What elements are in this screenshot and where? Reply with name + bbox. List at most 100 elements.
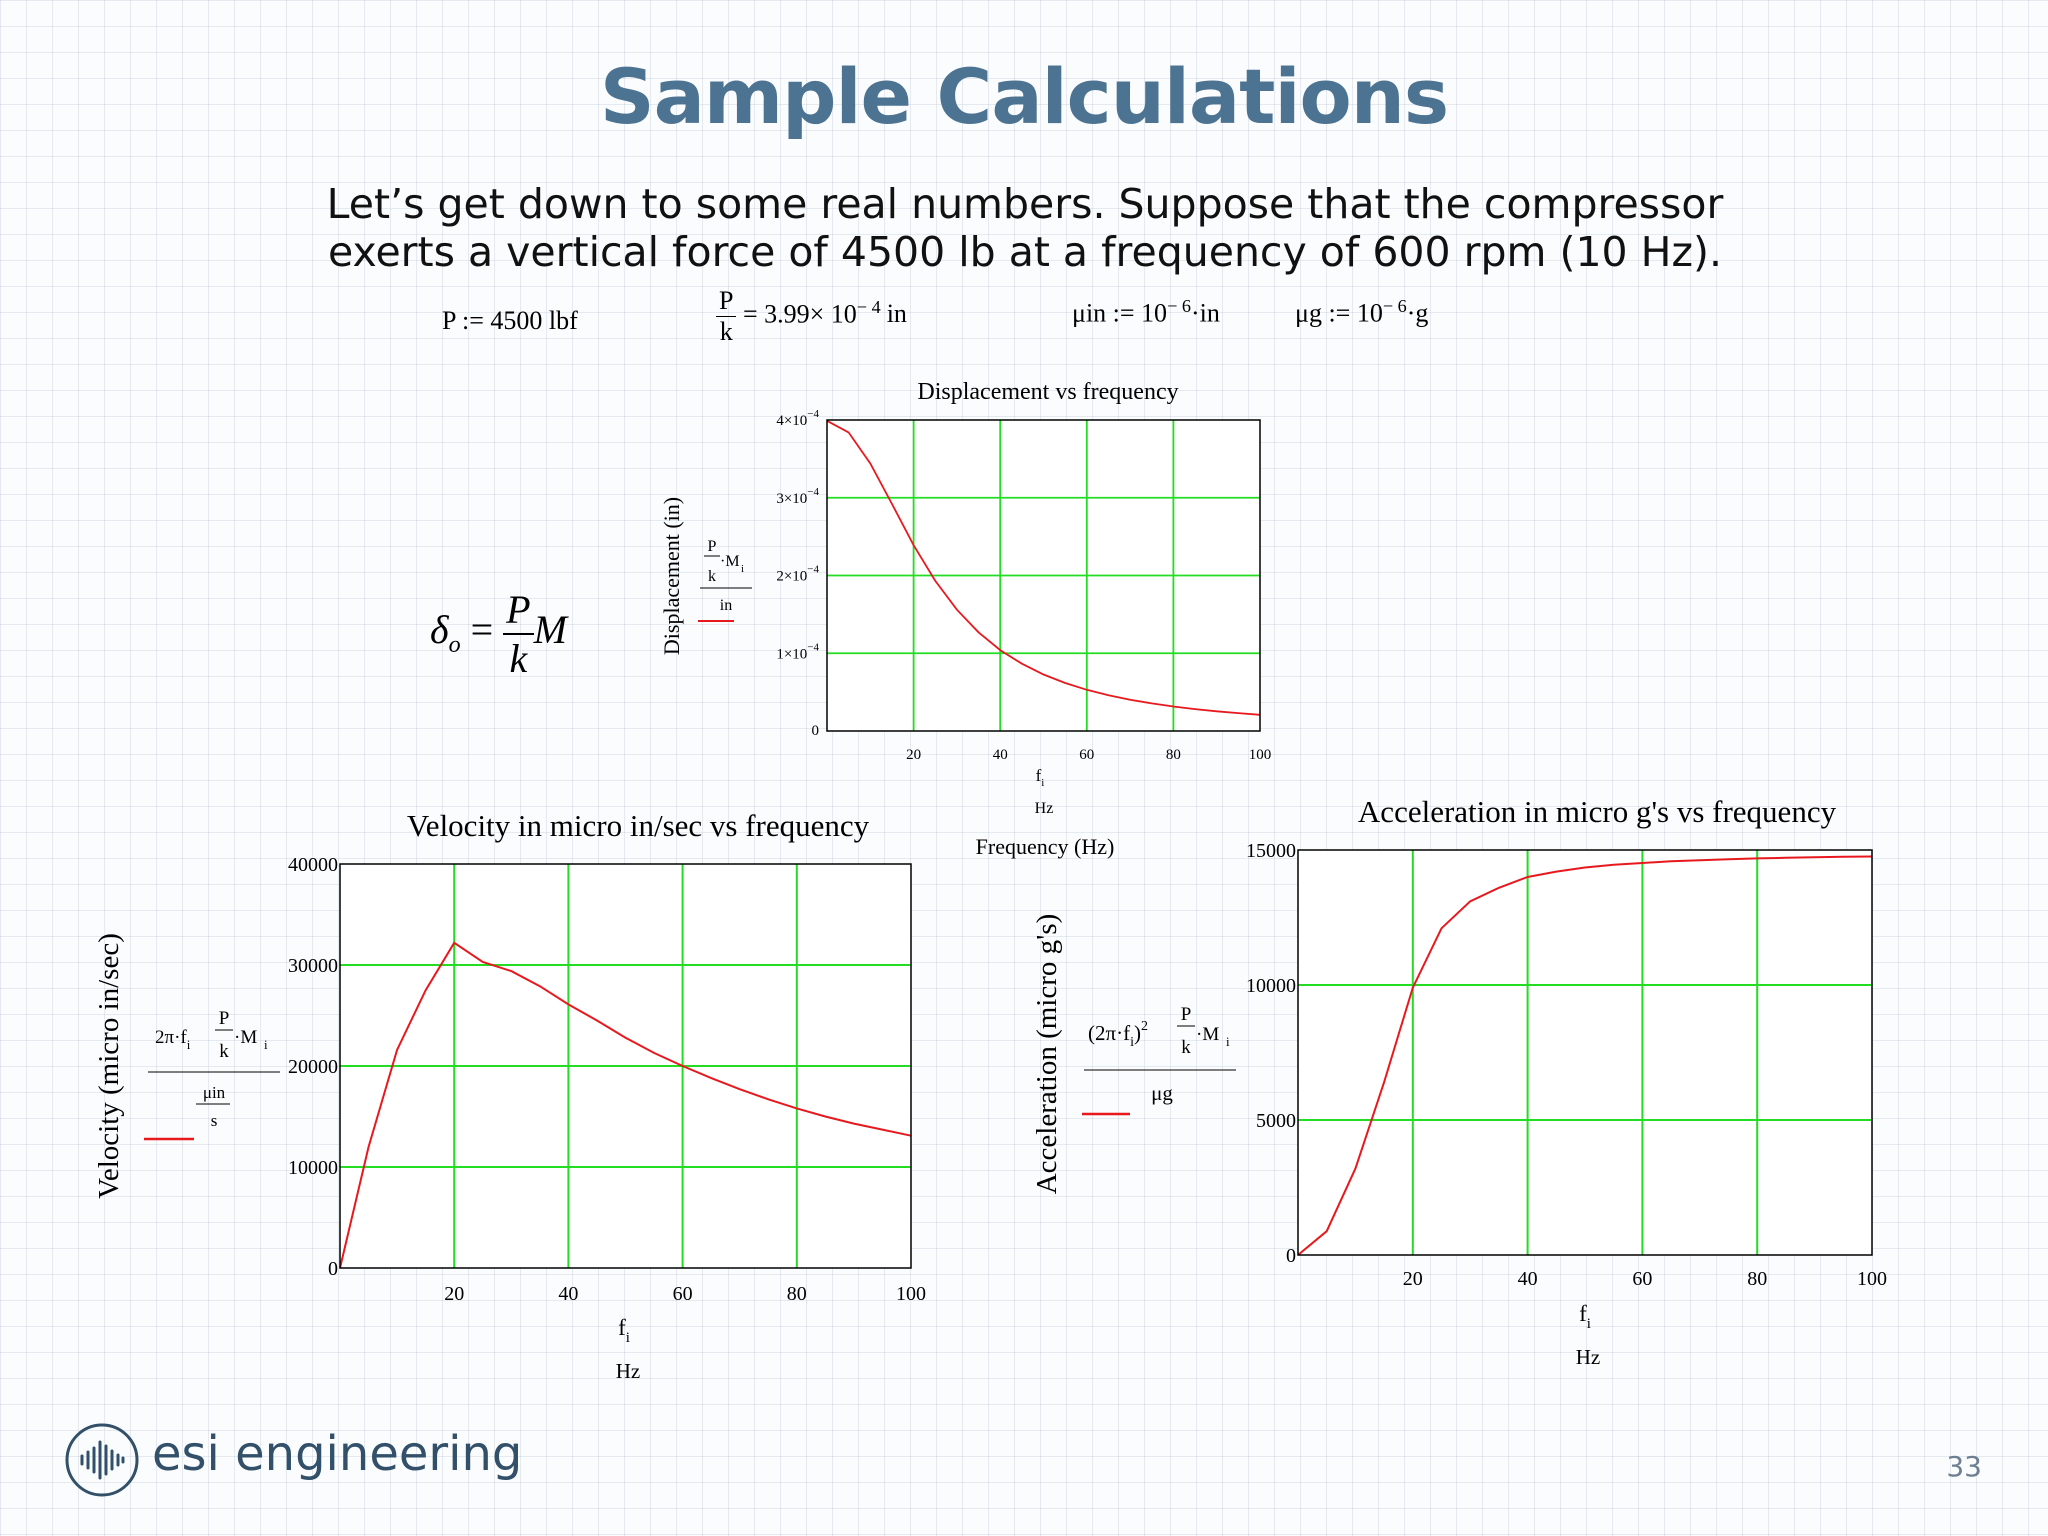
x-tick-label: 80 — [1747, 1268, 1767, 1290]
y-tick-label: 0 — [328, 1258, 338, 1280]
x-tick-labels: 20 40 60 80 100 — [1403, 1268, 1887, 1290]
series-line — [826, 420, 1261, 716]
x-tick-label: 100 — [1857, 1268, 1887, 1290]
x-tick-label: 20 — [1403, 1268, 1423, 1290]
legend-num-bottom: k — [219, 1041, 229, 1062]
slide-title: Sample Calculations — [599, 52, 1449, 141]
x-tick-label: 60 — [673, 1283, 693, 1305]
delta-fraction: P k — [503, 586, 534, 682]
logo-text: esi engineering — [152, 1426, 523, 1482]
y-tick-labels: 1×10−4 2×10−4 3×10−4 4×10−4 0 — [776, 408, 819, 739]
x-axis-unit: Hz — [1576, 1345, 1601, 1369]
series-line — [1297, 855, 1873, 1256]
ug-def: μg := 10 — [1295, 298, 1383, 328]
delta-numerator: P — [503, 586, 534, 635]
y-axis-label: Displacement (in) — [659, 497, 684, 655]
micro-inch-definition: μin := 10− 6·in — [1072, 296, 1220, 329]
x-tick-label: 40 — [1518, 1268, 1538, 1290]
chart-title: Displacement vs frequency — [917, 379, 1178, 405]
legend-den: μg — [1151, 1081, 1173, 1105]
pk-numerator: P — [716, 286, 737, 317]
y-tick-label: 1×10−4 — [776, 641, 819, 662]
x-tick-labels: 20 40 60 80 100 — [906, 747, 1271, 763]
page-number: 33 — [1946, 1450, 1982, 1483]
y-tick-label: 3×10−4 — [776, 486, 819, 507]
chart-title: Velocity in micro in/sec vs frequency — [407, 808, 870, 843]
x-axis-label: Frequency (Hz) — [976, 834, 1115, 859]
intro-line-2: exerts a vertical force of 4500 lb at a … — [327, 228, 1723, 276]
x-tick-label: 80 — [1166, 747, 1181, 763]
y-tick-label: 20000 — [288, 1056, 338, 1078]
pk-value: = 3.99× 10 — [742, 299, 857, 329]
uin-def: μin := 10 — [1072, 298, 1168, 328]
p-over-k-fraction: P k — [716, 286, 737, 347]
x-tick-label: 20 — [906, 747, 921, 763]
legend-num-sub: i — [1226, 1034, 1230, 1049]
delta-denominator: k — [509, 636, 528, 681]
delta-subscript: o — [448, 632, 461, 659]
legend-den: in — [720, 597, 732, 614]
delta-equation: δo = P k M — [430, 586, 567, 682]
legend-den-bottom: s — [211, 1111, 218, 1130]
legend-num-sub: i — [264, 1037, 268, 1052]
legend-num-top: P — [708, 538, 717, 555]
intro-line-1: Let’s get down to some real numbers. Sup… — [326, 180, 1724, 228]
pk-denominator: k — [719, 317, 733, 346]
grid-lines — [827, 420, 1260, 731]
y-tick-labels: 0 5000 10000 15000 — [1246, 840, 1296, 1267]
legend-num-top: P — [219, 1008, 230, 1029]
legend-num-m: ·M — [1196, 1024, 1219, 1045]
x-axis-expr: fi — [618, 1315, 630, 1346]
legend-num-m: ·M — [234, 1027, 257, 1048]
y-tick-label: 10000 — [288, 1157, 338, 1179]
y-tick-label: 10000 — [1246, 975, 1296, 997]
legend-den-top: μin — [203, 1083, 226, 1102]
ug-unit: ·g — [1406, 298, 1429, 328]
uin-exp: − 6 — [1167, 296, 1191, 316]
y-tick-label: 30000 — [288, 955, 338, 977]
y-tick-label: 15000 — [1246, 840, 1296, 862]
y-tick-labels: 0 10000 20000 30000 40000 — [288, 854, 338, 1280]
legend-num-top: P — [1181, 1004, 1192, 1025]
grid-lines — [340, 864, 911, 1268]
legend: (2π·fi)2 P k ·M i μg — [1082, 1004, 1236, 1116]
x-tick-label: 40 — [558, 1283, 578, 1305]
y-tick-label: 40000 — [288, 854, 338, 876]
legend-pre: 2π·fi — [155, 1027, 191, 1052]
x-tick-labels: 20 40 60 80 100 — [444, 1283, 926, 1305]
chart-title: Acceleration in micro g's vs frequency — [1358, 794, 1837, 829]
legend: P k ·M i in — [698, 538, 752, 622]
y-tick-label: 4×10−4 — [776, 408, 819, 429]
uin-unit: ·in — [1190, 298, 1220, 328]
x-axis-unit: Hz — [616, 1359, 641, 1383]
y-tick-label: 5000 — [1256, 1110, 1296, 1132]
x-tick-label: 60 — [1079, 747, 1094, 763]
ug-exp: − 6 — [1382, 296, 1407, 316]
delta-equals: = — [470, 607, 494, 653]
pk-unit: in — [886, 299, 907, 329]
intro-text: Let’s get down to some real numbers. Sup… — [300, 180, 1750, 276]
x-axis-expr: fi — [1579, 1301, 1591, 1332]
x-tick-label: 100 — [1249, 747, 1272, 763]
micro-g-definition: μg := 10− 6·g — [1295, 296, 1428, 329]
legend: 2π·fi P k ·M i μin s — [144, 1008, 280, 1141]
y-tick-label: 0 — [1286, 1245, 1296, 1267]
delta-symbol: δ — [430, 607, 449, 653]
series-line — [339, 941, 912, 1269]
p-over-k-equation: P k = 3.99× 10− 4 in — [716, 286, 907, 347]
x-tick-label: 40 — [993, 747, 1008, 763]
x-axis-unit: Hz — [1035, 800, 1054, 817]
x-tick-label: 60 — [1632, 1268, 1652, 1290]
y-axis-label: Velocity (micro in/sec) — [93, 933, 125, 1199]
legend-num-bottom: k — [708, 568, 716, 585]
grid-lines — [1298, 850, 1872, 1255]
legend-num-bottom: k — [1181, 1037, 1191, 1058]
legend-num-sub: i — [741, 563, 744, 575]
legend-pre: (2π·fi)2 — [1088, 1019, 1148, 1050]
y-axis-label: Acceleration (micro g's) — [1031, 914, 1063, 1195]
force-definition: P := 4500 lbf — [442, 306, 578, 335]
y-tick-label: 0 — [812, 723, 820, 739]
x-tick-label: 80 — [787, 1283, 807, 1305]
